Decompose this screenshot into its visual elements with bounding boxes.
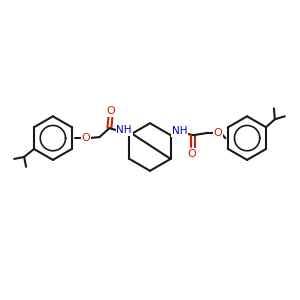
Text: O: O xyxy=(214,128,223,138)
Text: NH: NH xyxy=(116,125,132,135)
Text: O: O xyxy=(81,133,90,143)
Text: O: O xyxy=(106,106,115,116)
Text: NH: NH xyxy=(172,126,187,136)
Text: O: O xyxy=(187,149,196,159)
